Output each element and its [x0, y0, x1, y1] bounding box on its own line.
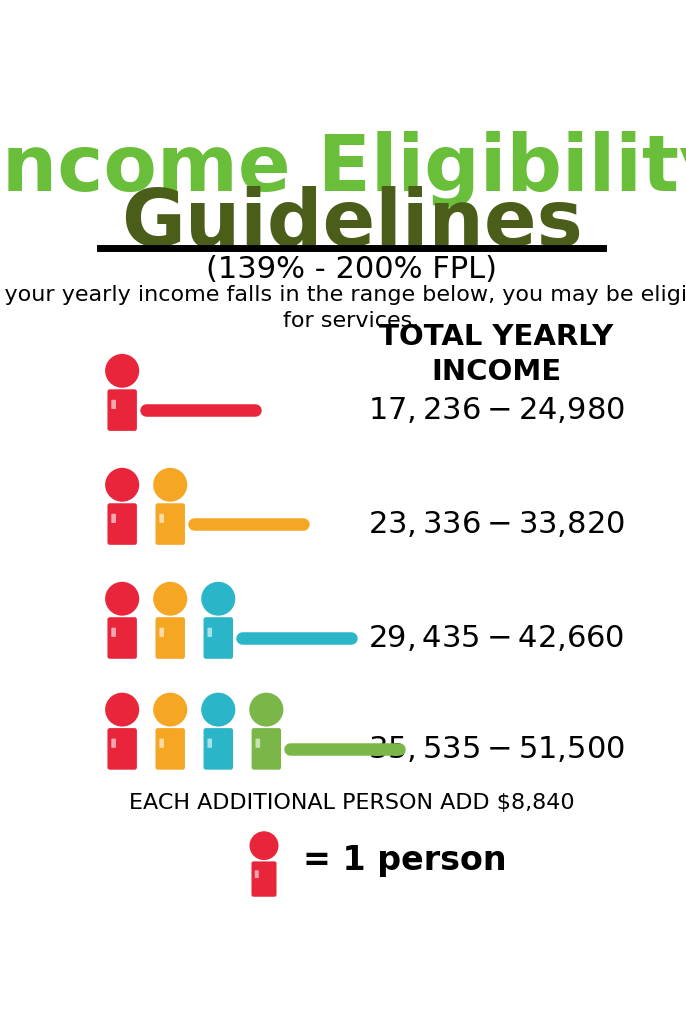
FancyBboxPatch shape	[252, 861, 276, 897]
FancyBboxPatch shape	[108, 389, 137, 431]
Circle shape	[105, 354, 139, 388]
Text: = 1 person: = 1 person	[303, 844, 506, 877]
FancyBboxPatch shape	[111, 738, 116, 748]
FancyBboxPatch shape	[108, 503, 137, 545]
Text: (139% - 200% FPL): (139% - 200% FPL)	[206, 255, 497, 285]
FancyBboxPatch shape	[255, 738, 260, 748]
FancyBboxPatch shape	[252, 728, 281, 770]
Circle shape	[249, 692, 283, 727]
FancyBboxPatch shape	[207, 628, 212, 637]
FancyBboxPatch shape	[159, 738, 164, 748]
Text: If your yearly income falls in the range below, you may be eligible
for services: If your yearly income falls in the range…	[0, 285, 686, 331]
Circle shape	[153, 468, 187, 502]
FancyBboxPatch shape	[255, 870, 259, 879]
Circle shape	[201, 582, 235, 615]
Text: $23,336 - $33,820: $23,336 - $33,820	[368, 509, 625, 539]
FancyBboxPatch shape	[204, 728, 233, 770]
Circle shape	[105, 692, 139, 727]
FancyBboxPatch shape	[108, 728, 137, 770]
Text: TOTAL YEARLY
INCOME: TOTAL YEARLY INCOME	[379, 324, 613, 386]
Text: EACH ADDITIONAL PERSON ADD $8,840: EACH ADDITIONAL PERSON ADD $8,840	[129, 793, 574, 813]
Text: $17, 236 - $24,980: $17, 236 - $24,980	[368, 395, 625, 425]
FancyBboxPatch shape	[111, 514, 116, 523]
Circle shape	[250, 831, 279, 860]
FancyBboxPatch shape	[156, 617, 185, 658]
Circle shape	[105, 582, 139, 615]
Text: $29,435 - $42,660: $29,435 - $42,660	[368, 623, 625, 653]
FancyBboxPatch shape	[204, 617, 233, 658]
FancyBboxPatch shape	[159, 628, 164, 637]
Circle shape	[153, 692, 187, 727]
FancyBboxPatch shape	[111, 628, 116, 637]
Circle shape	[105, 468, 139, 502]
Text: $35,535 - $51,500: $35,535 - $51,500	[368, 734, 625, 764]
Text: Guidelines: Guidelines	[121, 186, 582, 262]
Circle shape	[153, 582, 187, 615]
FancyBboxPatch shape	[108, 617, 137, 658]
FancyBboxPatch shape	[111, 399, 116, 409]
FancyBboxPatch shape	[207, 738, 212, 748]
FancyBboxPatch shape	[156, 728, 185, 770]
FancyBboxPatch shape	[156, 503, 185, 545]
FancyBboxPatch shape	[159, 514, 164, 523]
Text: Income Eligibility: Income Eligibility	[0, 131, 686, 208]
Circle shape	[201, 692, 235, 727]
